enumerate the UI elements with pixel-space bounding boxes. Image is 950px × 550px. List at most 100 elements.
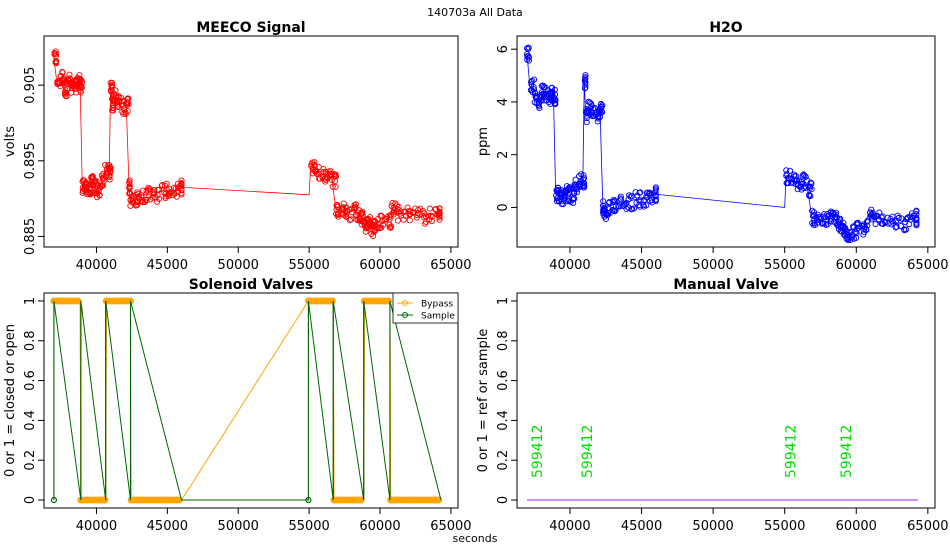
data-point [558, 194, 565, 201]
data-point [597, 103, 604, 111]
data-point [52, 59, 59, 66]
data-point [647, 197, 654, 204]
data-point [799, 172, 806, 179]
series-line [53, 300, 442, 501]
data-point [530, 76, 538, 83]
data-point [895, 215, 902, 222]
data-point [525, 44, 532, 51]
data-point [101, 496, 109, 504]
data-point [143, 197, 150, 204]
data-point [579, 176, 587, 183]
data-point [870, 213, 877, 220]
data-point [162, 195, 169, 202]
plot-frame [43, 35, 459, 248]
data-point [428, 218, 435, 225]
data-point [368, 230, 375, 237]
data-point [107, 79, 114, 86]
data-point [907, 213, 914, 220]
data-point [340, 205, 347, 213]
data-point [77, 76, 84, 83]
chart-panel-3: Manual Valve 0 or 1 = ref or sample 40000 4… [476, 277, 949, 534]
data-point [124, 96, 131, 103]
data-point [872, 220, 879, 228]
data-point [600, 198, 607, 205]
data-point [580, 172, 587, 179]
data-point [138, 194, 145, 201]
data-point [332, 183, 339, 190]
x-tick-label: 55000 [764, 258, 805, 273]
data-point [329, 183, 336, 190]
data-point [129, 195, 136, 203]
data-point [354, 217, 361, 224]
data-point [598, 100, 605, 108]
data-point [386, 224, 393, 231]
data-point [843, 228, 850, 235]
data-point [548, 84, 555, 91]
data-point [156, 195, 163, 202]
data-point [366, 213, 373, 221]
data-point [93, 190, 100, 197]
data-point [530, 86, 537, 93]
y-tick-label: 0.885 [23, 218, 38, 255]
data-point [436, 216, 443, 223]
data-point [394, 217, 401, 224]
y-tick-label: 0.895 [23, 142, 38, 179]
data-point [806, 184, 814, 192]
data-point [151, 187, 158, 194]
data-point [903, 216, 910, 223]
figure-x-label: seconds [453, 532, 498, 545]
data-point [436, 205, 443, 212]
legend: Bypass Sample [392, 292, 459, 324]
data-point [611, 208, 618, 215]
data-point [63, 93, 70, 100]
data-point [652, 184, 659, 191]
data-point [78, 83, 85, 90]
data-point [126, 179, 133, 186]
data-point [581, 78, 588, 85]
y-tick-label: 0.4 [23, 410, 38, 431]
data-point [576, 173, 583, 180]
plot-frame [516, 35, 936, 248]
data-point [786, 167, 794, 174]
data-point [133, 202, 140, 209]
data-point [783, 172, 790, 179]
data-point [863, 227, 870, 234]
data-point [591, 105, 598, 112]
data-point [312, 167, 319, 174]
y-axis-label: volts [3, 126, 18, 157]
y-tick-label: 1 [496, 297, 511, 305]
data-point [878, 214, 885, 221]
data-point [150, 189, 157, 196]
data-point [116, 98, 123, 105]
y-tick-label: 0 [496, 496, 511, 504]
data-point [328, 177, 335, 184]
y-tick-label: 0.4 [496, 410, 511, 431]
data-point [599, 102, 606, 109]
data-point [827, 218, 834, 225]
data-point [436, 208, 443, 215]
data-point [65, 76, 72, 83]
x-tick-label: 45000 [621, 519, 662, 534]
data-point [145, 187, 152, 194]
y-axis-label: 0 or 1 = ref or sample [476, 329, 491, 473]
data-point [640, 197, 648, 204]
data-point [804, 177, 811, 184]
legend-marker [402, 300, 408, 306]
data-point [529, 77, 536, 84]
data-point [853, 220, 860, 227]
x-tick-label: 55000 [288, 519, 329, 534]
annotation-label: 599412 [839, 425, 855, 478]
figure-main-title: 140703a All Data [427, 6, 523, 19]
data-point [526, 54, 533, 61]
data-point [530, 84, 537, 91]
y-tick-label: 0.8 [496, 330, 511, 351]
data-point [569, 196, 577, 203]
data-point [628, 193, 635, 200]
data-point [129, 193, 136, 200]
data-point [646, 190, 653, 197]
data-point [109, 107, 116, 114]
x-tick-label: 40000 [549, 519, 590, 534]
data-point [359, 208, 366, 215]
data-point [913, 208, 920, 215]
